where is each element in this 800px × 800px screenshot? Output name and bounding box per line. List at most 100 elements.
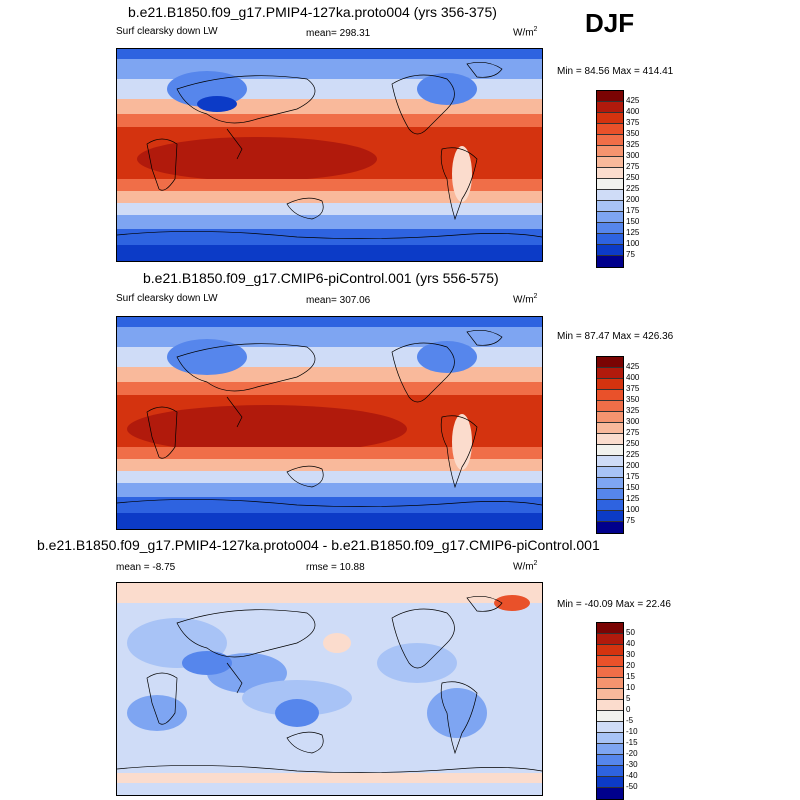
- colorbar-tick-label: -30: [626, 760, 638, 769]
- colorbar-swatch: [597, 157, 623, 168]
- colorbar-tick-label: 400: [626, 107, 640, 116]
- colorbar-swatch: [597, 135, 623, 146]
- colorbar-tick-label: 250: [626, 173, 640, 182]
- colorbar-swatch: [597, 201, 623, 212]
- colorbar-tick-label: 400: [626, 373, 640, 382]
- colorbar-swatch: [597, 91, 623, 102]
- colorbar-tick-label: 375: [626, 384, 640, 393]
- panel3-mean-label: mean = -8.75: [116, 562, 176, 573]
- colorbar-swatch: [597, 467, 623, 478]
- colorbar-swatch: [597, 390, 623, 401]
- colorbar-swatch: [597, 667, 623, 678]
- colorbar-tick-label: 125: [626, 494, 640, 503]
- panel3-minmax: Min = -40.09 Max = 22.46: [557, 599, 671, 610]
- colorbar-swatch: [597, 744, 623, 755]
- colorbar-tick-label: 350: [626, 129, 640, 138]
- colorbar-swatch: [597, 623, 623, 634]
- colorbar-tick-label: 225: [626, 184, 640, 193]
- colorbar-swatch: [597, 500, 623, 511]
- colorbar-swatch: [597, 711, 623, 722]
- colorbar-swatch: [597, 113, 623, 124]
- colorbar-swatch: [597, 357, 623, 368]
- colorbar-swatch: [597, 645, 623, 656]
- colorbar-tick-label: 350: [626, 395, 640, 404]
- colorbar-tick-label: 200: [626, 461, 640, 470]
- colorbar-tick-label: -10: [626, 727, 638, 736]
- colorbar-tick-label: -20: [626, 749, 638, 758]
- colorbar-swatch: [597, 423, 623, 434]
- season-label: DJF: [585, 8, 635, 38]
- colorbar-tick-label: 150: [626, 483, 640, 492]
- colorbar-tick-label: 40: [626, 639, 635, 648]
- colorbar-swatch: [597, 755, 623, 766]
- colorbar-swatch: [597, 700, 623, 711]
- panel2-colorbar: [596, 356, 624, 534]
- colorbar-swatch: [597, 522, 623, 533]
- colorbar-tick-label: 20: [626, 661, 635, 670]
- colorbar-swatch: [597, 190, 623, 201]
- panel3-rmse-label: rmse = 10.88: [306, 562, 365, 573]
- colorbar-tick-label: 0: [626, 705, 631, 714]
- colorbar-tick-label: 225: [626, 450, 640, 459]
- panel1-minmax: Min = 84.56 Max = 414.41: [557, 66, 674, 77]
- colorbar-swatch: [597, 412, 623, 423]
- panel1-mean-label: mean= 298.31: [306, 28, 371, 39]
- colorbar-tick-label: -15: [626, 738, 638, 747]
- panel1-title: b.e21.B1850.f09_g17.PMIP4-127ka.proto004…: [128, 4, 497, 20]
- colorbar-swatch: [597, 489, 623, 500]
- colorbar-swatch: [597, 656, 623, 667]
- colorbar-tick-label: 325: [626, 406, 640, 415]
- colorbar-tick-label: 325: [626, 140, 640, 149]
- colorbar-swatch: [597, 245, 623, 256]
- panel2-title: b.e21.B1850.f09_g17.CMIP6-piControl.001 …: [143, 270, 499, 286]
- colorbar-swatch: [597, 456, 623, 467]
- panel1-map: [116, 48, 543, 262]
- colorbar-swatch: [597, 678, 623, 689]
- colorbar-swatch: [597, 401, 623, 412]
- colorbar-swatch: [597, 146, 623, 157]
- colorbar-swatch: [597, 168, 623, 179]
- colorbar-tick-label: 175: [626, 472, 640, 481]
- colorbar-tick-label: 125: [626, 228, 640, 237]
- colorbar-tick-label: 150: [626, 217, 640, 226]
- panel1-units: W/m2: [513, 26, 538, 39]
- panel2-mean-label: mean= 307.06: [306, 295, 371, 306]
- colorbar-swatch: [597, 788, 623, 799]
- colorbar-tick-label: 50: [626, 628, 635, 637]
- colorbar-swatch: [597, 733, 623, 744]
- colorbar-tick-label: 75: [626, 516, 635, 525]
- panel3-colorbar: [596, 622, 624, 800]
- colorbar-swatch: [597, 223, 623, 234]
- colorbar-swatch: [597, 766, 623, 777]
- panel2-minmax: Min = 87.47 Max = 426.36: [557, 331, 674, 342]
- colorbar-tick-label: 200: [626, 195, 640, 204]
- colorbar-swatch: [597, 689, 623, 700]
- colorbar-tick-label: 275: [626, 428, 640, 437]
- colorbar-tick-label: 375: [626, 118, 640, 127]
- colorbar-swatch: [597, 102, 623, 113]
- colorbar-tick-label: -5: [626, 716, 634, 725]
- colorbar-tick-label: 425: [626, 362, 640, 371]
- colorbar-swatch: [597, 445, 623, 456]
- colorbar-swatch: [597, 256, 623, 267]
- colorbar-swatch: [597, 722, 623, 733]
- colorbar-swatch: [597, 434, 623, 445]
- panel1-colorbar: [596, 90, 624, 268]
- colorbar-tick-label: 30: [626, 650, 635, 659]
- colorbar-swatch: [597, 124, 623, 135]
- colorbar-tick-label: 175: [626, 206, 640, 215]
- panel2-variable-label: Surf clearsky down LW: [116, 293, 218, 304]
- colorbar-swatch: [597, 478, 623, 489]
- panel2-units: W/m2: [513, 293, 538, 306]
- colorbar-tick-label: 5: [626, 694, 631, 703]
- colorbar-tick-label: 250: [626, 439, 640, 448]
- colorbar-tick-label: 275: [626, 162, 640, 171]
- colorbar-tick-label: 15: [626, 672, 635, 681]
- colorbar-tick-label: 425: [626, 96, 640, 105]
- colorbar-swatch: [597, 777, 623, 788]
- colorbar-tick-label: -40: [626, 771, 638, 780]
- panel3-map: [116, 582, 543, 796]
- panel3-title: b.e21.B1850.f09_g17.PMIP4-127ka.proto004…: [37, 537, 600, 553]
- colorbar-tick-label: 100: [626, 505, 640, 514]
- colorbar-swatch: [597, 634, 623, 645]
